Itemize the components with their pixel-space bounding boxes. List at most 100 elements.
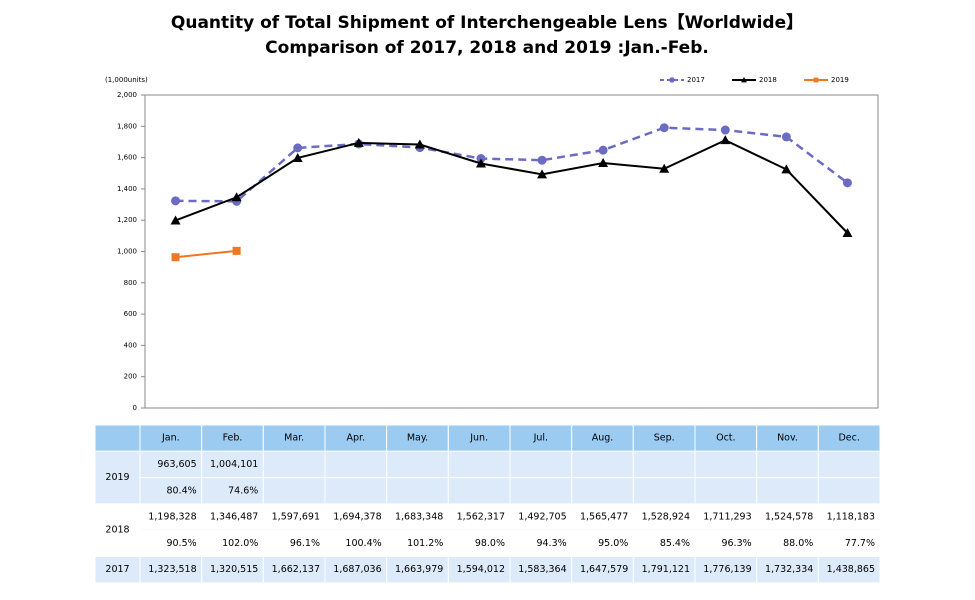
table-value: 963,605	[157, 459, 196, 470]
table-cell	[447, 450, 511, 479]
table-cell	[94, 424, 141, 452]
row-header: 2018	[105, 525, 129, 536]
chart-title: Quantity of Total Shipment of Intercheng…	[171, 12, 803, 33]
table-cell	[386, 450, 449, 479]
table-cell	[694, 503, 758, 531]
table-cell	[324, 529, 388, 558]
table-value: 101.2%	[407, 538, 443, 549]
point	[720, 125, 730, 135]
table-cell	[201, 529, 264, 558]
table-value: 98.0%	[475, 538, 505, 549]
table-value: 1,492,705	[518, 512, 566, 523]
point	[232, 246, 241, 255]
table-cell	[447, 556, 511, 584]
y-unit: (1,000units)	[105, 76, 148, 84]
column-header: Apr.	[347, 433, 366, 444]
table-cell	[447, 477, 511, 505]
table-value: 94.3%	[536, 538, 566, 549]
table-cell	[571, 529, 634, 558]
point	[475, 158, 486, 168]
row-header: 2017	[105, 564, 129, 575]
y-tick-label: 400	[124, 341, 137, 349]
table-value: 1,663,979	[395, 564, 443, 575]
table-value: 100.4%	[345, 538, 381, 549]
y-tick-label: 800	[124, 279, 137, 287]
table-cell	[571, 450, 634, 479]
point	[659, 123, 669, 133]
table-cell	[632, 450, 696, 479]
column-header: Jun.	[469, 433, 488, 444]
point	[171, 196, 181, 206]
table-value: 1,524,578	[765, 512, 813, 523]
table-value: 1,118,183	[827, 512, 875, 523]
table-cell	[262, 450, 326, 479]
point	[414, 139, 425, 149]
y-tick-label: 1,200	[117, 216, 137, 224]
table-cell	[817, 424, 881, 452]
legend-marker	[741, 77, 747, 83]
point	[171, 253, 180, 262]
column-header: May.	[407, 433, 428, 444]
table-value: 77.7%	[845, 538, 875, 549]
table-value: 1,776,139	[703, 564, 751, 575]
y-tick-label: 600	[124, 310, 137, 318]
table-value: 1,597,691	[272, 512, 320, 523]
table-value: 1,565,477	[580, 512, 628, 523]
point	[598, 145, 608, 155]
table-cell	[817, 556, 881, 584]
y-tick-label: 1,600	[117, 154, 137, 162]
column-header: Sep.	[654, 433, 675, 444]
y-tick-label: 0	[133, 404, 137, 412]
table-cell	[756, 556, 819, 584]
legend-label: 2017	[687, 76, 705, 84]
table-cell	[386, 477, 449, 505]
table-value: 1,647,579	[580, 564, 628, 575]
table-cell	[694, 529, 758, 558]
table-value: 96.3%	[721, 538, 751, 549]
column-header: Feb.	[223, 433, 243, 444]
table-value: 1,683,348	[395, 512, 443, 523]
table-cell	[571, 477, 634, 505]
table-cell	[509, 424, 573, 452]
table-value: 96.1%	[290, 538, 320, 549]
table-value: 1,438,865	[827, 564, 875, 575]
table-cell	[509, 529, 573, 558]
y-tick-label: 1,400	[117, 185, 137, 193]
point	[231, 192, 242, 202]
table-cell	[756, 450, 819, 479]
table-cell	[139, 424, 203, 452]
table-cell	[201, 450, 264, 479]
table-cell	[694, 477, 758, 505]
y-tick-label: 1,800	[117, 122, 137, 130]
table-cell	[262, 529, 326, 558]
point	[353, 137, 364, 147]
table-value: 102.0%	[222, 538, 258, 549]
table-cell	[139, 450, 203, 479]
series-line	[175, 126, 849, 203]
table-value: 1,528,924	[642, 512, 690, 523]
series-line	[175, 249, 237, 259]
legend-marker	[813, 77, 819, 83]
table-cell	[94, 450, 141, 505]
table-value: 1,732,334	[765, 564, 813, 575]
table-value: 95.0%	[598, 538, 628, 549]
y-tick-label: 200	[124, 373, 137, 381]
point	[781, 132, 791, 142]
plot-area	[144, 94, 879, 409]
table-value: 85.4%	[660, 538, 690, 549]
legend-label: 2019	[831, 76, 849, 84]
table-cell	[817, 529, 881, 558]
table-value: 1,198,328	[148, 512, 196, 523]
column-header: Jul.	[533, 433, 548, 444]
table-cell	[632, 424, 696, 452]
point	[170, 215, 181, 225]
point	[292, 152, 303, 162]
table-cell	[324, 477, 388, 505]
table-cell	[509, 477, 573, 505]
table-value: 1,791,121	[642, 564, 690, 575]
legend-marker	[669, 77, 675, 83]
point	[659, 163, 670, 173]
table-cell	[817, 503, 881, 531]
table-cell	[324, 503, 388, 531]
